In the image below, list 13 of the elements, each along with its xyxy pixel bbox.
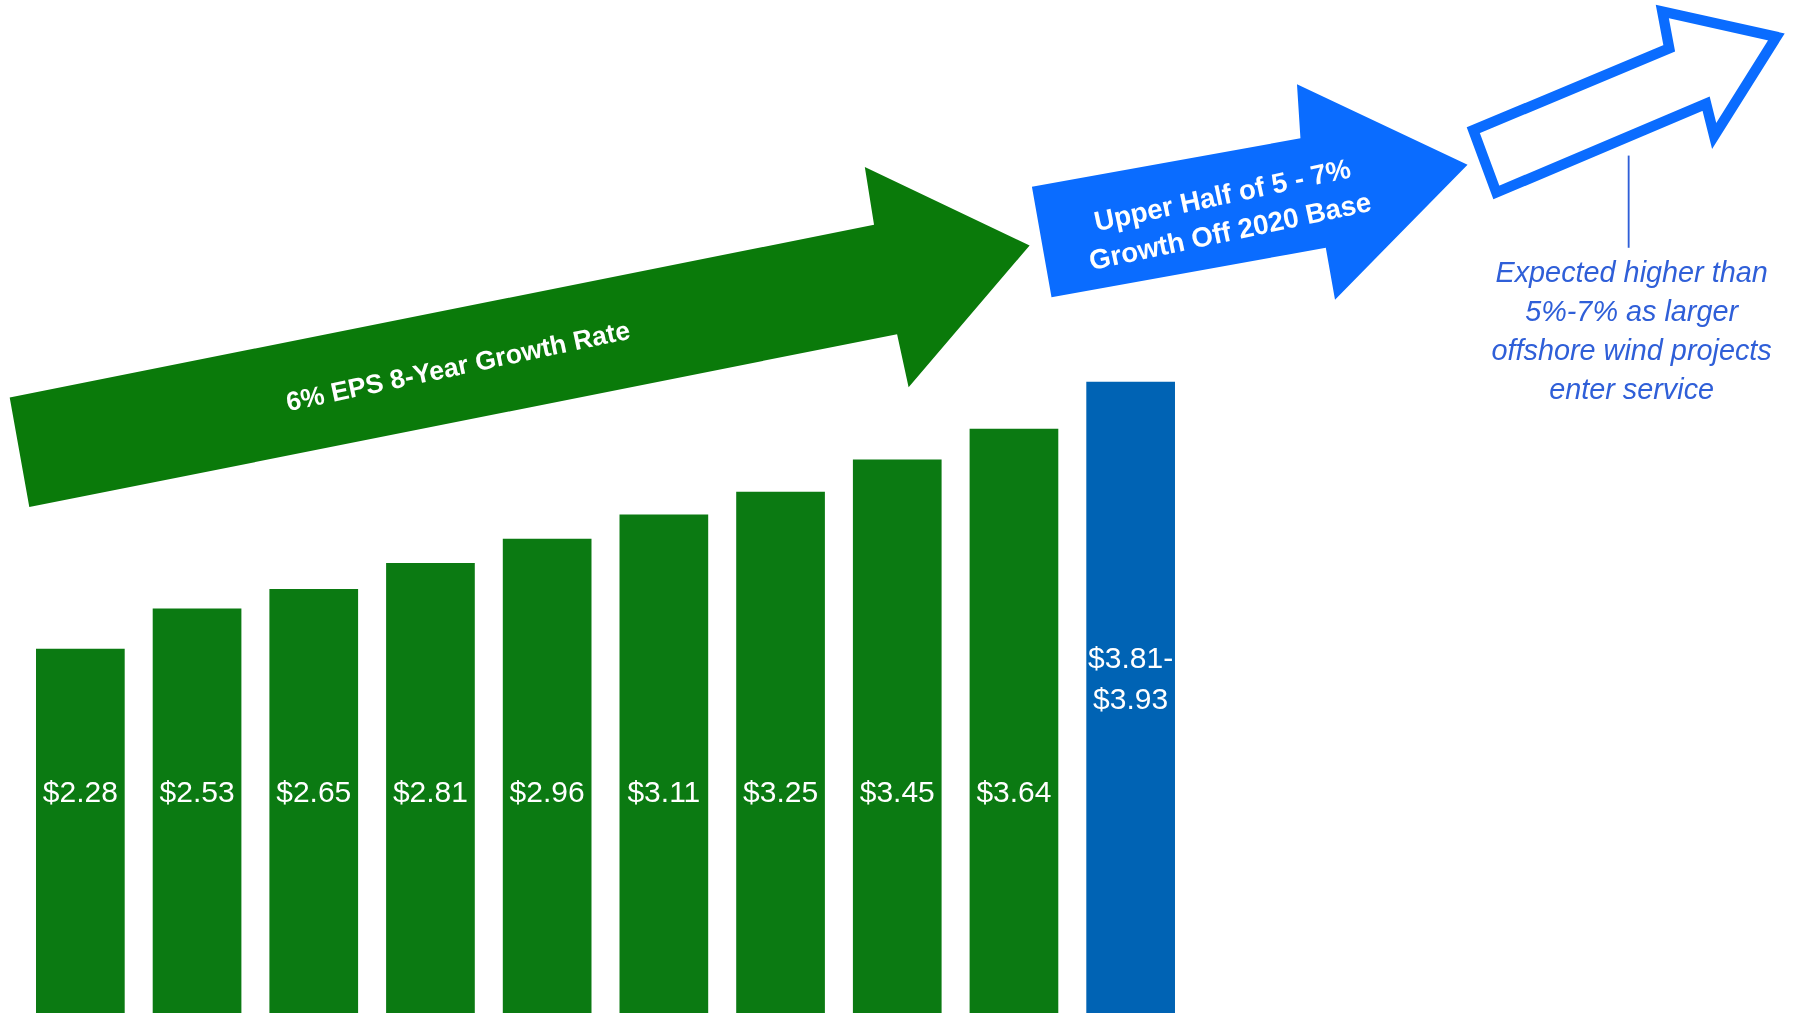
data-label: $3.11: [627, 775, 701, 809]
data-label: $3.64: [976, 775, 1052, 809]
data-label: $2.53: [159, 775, 235, 809]
data-label: $2.96: [509, 775, 585, 809]
data-label: $3.81-$3.93: [1088, 640, 1174, 715]
data-label: $2.28: [42, 775, 118, 809]
annotation: 6% EPS 8-Year Growth Rate: [281, 313, 634, 419]
data-label: $3.45: [859, 775, 935, 809]
text: Upper Half of 5 - 7% Growth Off 2020 Base: [1084, 151, 1375, 279]
text: Expected higher than 5%-7% as larger offshore wind projects enter service: [1490, 254, 1773, 407]
data-label: $3.25: [743, 775, 819, 809]
data-label: $2.81: [392, 775, 468, 809]
data-label: $2.65: [276, 775, 352, 809]
